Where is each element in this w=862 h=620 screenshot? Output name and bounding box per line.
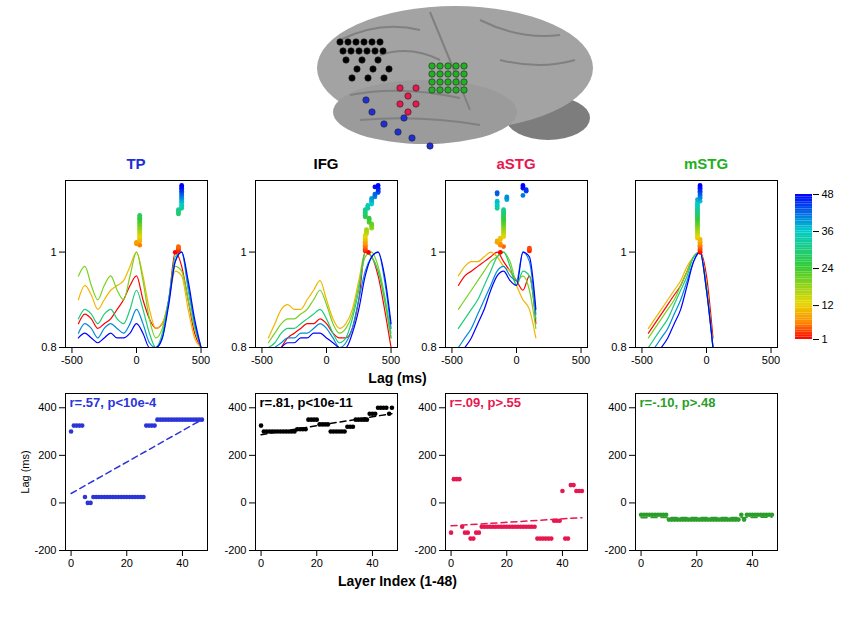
html-text:IFG: IFG (313, 155, 339, 172)
svg-text:r=.81, p<10e-11: r=.81, p<10e-11 (260, 395, 353, 410)
svg-text:r=.09, p>.55: r=.09, p>.55 (450, 395, 522, 410)
svg-text:1: 1 (240, 246, 246, 258)
svg-text:0: 0 (133, 354, 139, 366)
svg-text:12: 12 (822, 299, 834, 311)
svg-text:0.8: 0.8 (41, 341, 56, 353)
svg-text:36: 36 (822, 225, 834, 237)
svg-text:400: 400 (38, 401, 56, 413)
svg-text:0.8: 0.8 (611, 341, 626, 353)
svg-text:-200: -200 (34, 544, 56, 556)
svg-text:20: 20 (501, 557, 513, 569)
svg-text:400: 400 (608, 401, 626, 413)
svg-text:500: 500 (762, 354, 780, 366)
svg-text:40: 40 (556, 557, 568, 569)
svg-text:0: 0 (430, 496, 436, 508)
svg-text:0: 0 (258, 557, 264, 569)
svg-text:1: 1 (620, 246, 626, 258)
svg-text:Lag (ms): Lag (ms) (19, 450, 31, 493)
svg-text:0: 0 (240, 496, 246, 508)
svg-text:0: 0 (703, 354, 709, 366)
html-text:TP: TP (126, 155, 146, 172)
svg-text:200: 200 (228, 449, 246, 461)
svg-text:0.8: 0.8 (421, 341, 436, 353)
svg-text:r=-.10, p>.48: r=-.10, p>.48 (640, 395, 716, 410)
svg-text:0: 0 (68, 557, 74, 569)
svg-text:1: 1 (822, 333, 828, 345)
svg-text:500: 500 (192, 354, 210, 366)
html-text:Lag (ms): Lag (ms) (368, 370, 427, 386)
svg-text:0: 0 (50, 496, 56, 508)
svg-text:500: 500 (572, 354, 590, 366)
svg-text:-500: -500 (631, 354, 653, 366)
svg-text:40: 40 (176, 557, 188, 569)
svg-text:-200: -200 (414, 544, 436, 556)
svg-text:24: 24 (822, 262, 834, 274)
svg-text:20: 20 (691, 557, 703, 569)
svg-text:400: 400 (418, 401, 436, 413)
svg-text:400: 400 (228, 401, 246, 413)
svg-text:-500: -500 (251, 354, 273, 366)
svg-text:48: 48 (822, 188, 834, 200)
svg-text:r=.57, p<10e-4: r=.57, p<10e-4 (70, 395, 157, 410)
html-text:mSTG: mSTG (683, 155, 729, 172)
svg-text:40: 40 (366, 557, 378, 569)
svg-text:-500: -500 (441, 354, 463, 366)
svg-text:40: 40 (746, 557, 758, 569)
svg-text:0.8: 0.8 (231, 341, 246, 353)
svg-text:20: 20 (311, 557, 323, 569)
svg-text:200: 200 (418, 449, 436, 461)
svg-text:-200: -200 (604, 544, 626, 556)
svg-text:0: 0 (513, 354, 519, 366)
svg-text:500: 500 (382, 354, 400, 366)
svg-text:200: 200 (608, 449, 626, 461)
svg-text:-500: -500 (61, 354, 83, 366)
svg-text:1: 1 (430, 246, 436, 258)
svg-text:1: 1 (50, 246, 56, 258)
svg-text:20: 20 (121, 557, 133, 569)
svg-text:0: 0 (620, 496, 626, 508)
svg-text:0: 0 (638, 557, 644, 569)
svg-text:0: 0 (448, 557, 454, 569)
svg-text:200: 200 (38, 449, 56, 461)
html-text:Layer Index (1-48): Layer Index (1-48) (338, 573, 457, 589)
html-text:aSTG: aSTG (496, 155, 536, 172)
svg-text:0: 0 (323, 354, 329, 366)
svg-text:-200: -200 (224, 544, 246, 556)
